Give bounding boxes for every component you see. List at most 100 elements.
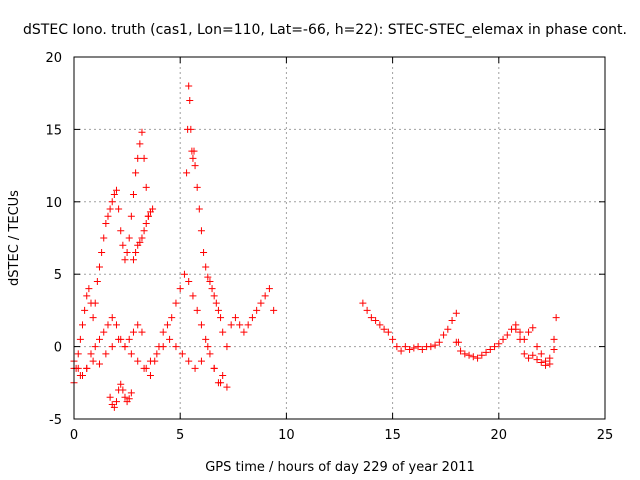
data-point xyxy=(185,82,193,90)
data-point xyxy=(119,241,127,249)
data-point xyxy=(486,345,494,353)
data-point xyxy=(546,354,554,362)
data-point xyxy=(435,338,443,346)
data-point xyxy=(187,125,195,133)
data-point xyxy=(102,350,110,358)
data-point xyxy=(74,350,82,358)
data-point xyxy=(76,335,84,343)
data-point xyxy=(129,328,137,336)
data-point xyxy=(119,386,127,394)
data-point xyxy=(89,357,97,365)
data-point xyxy=(457,347,465,355)
data-point xyxy=(138,128,146,136)
data-point xyxy=(491,343,499,351)
data-point xyxy=(108,198,116,206)
data-point xyxy=(542,361,550,369)
x-tick-label: 10 xyxy=(278,428,295,443)
data-point xyxy=(537,359,545,367)
data-point xyxy=(202,263,210,271)
data-point xyxy=(248,314,256,322)
series-4 xyxy=(183,82,227,336)
data-point xyxy=(214,306,222,314)
data-point xyxy=(134,154,142,162)
data-point xyxy=(178,350,186,358)
data-point xyxy=(461,350,469,358)
data-point xyxy=(202,335,210,343)
data-point xyxy=(265,285,273,293)
data-point xyxy=(410,344,418,352)
y-tick-label: 10 xyxy=(45,196,62,211)
x-tick-label: 15 xyxy=(384,428,401,443)
data-point xyxy=(104,212,112,220)
data-point xyxy=(93,277,101,285)
series-7 xyxy=(512,325,558,369)
data-point xyxy=(257,299,265,307)
data-point xyxy=(95,335,103,343)
data-point xyxy=(125,234,133,242)
data-point xyxy=(190,147,198,155)
data-point xyxy=(367,314,375,322)
data-point xyxy=(159,328,167,336)
data-point xyxy=(465,351,473,359)
data-point xyxy=(106,393,114,401)
data-point xyxy=(95,263,103,271)
data-point xyxy=(91,343,99,351)
data-point xyxy=(172,343,180,351)
data-point xyxy=(140,227,148,235)
data-point xyxy=(127,389,135,397)
x-axis-label: GPS time / hours of day 229 of year 2011 xyxy=(205,460,475,475)
data-point xyxy=(520,350,528,358)
data-point xyxy=(236,321,244,329)
data-point xyxy=(104,321,112,329)
data-point xyxy=(112,186,120,194)
data-point xyxy=(121,393,129,401)
data-point xyxy=(112,398,120,406)
data-point xyxy=(136,238,144,246)
data-point xyxy=(253,306,261,314)
data-point xyxy=(140,154,148,162)
data-point xyxy=(197,357,205,365)
data-point xyxy=(132,169,140,177)
data-point xyxy=(91,299,99,307)
data-point xyxy=(149,205,157,213)
data-point xyxy=(134,357,142,365)
data-point xyxy=(414,343,422,351)
data-point xyxy=(223,343,231,351)
data-point xyxy=(134,321,142,329)
data-point xyxy=(95,360,103,368)
plot-frame xyxy=(73,56,606,420)
data-point xyxy=(108,343,116,351)
series-1 xyxy=(106,205,157,411)
data-point xyxy=(537,350,545,358)
data-point xyxy=(146,357,154,365)
data-point xyxy=(121,343,129,351)
data-point xyxy=(427,343,435,351)
data-point xyxy=(87,350,95,358)
data-point xyxy=(140,364,148,372)
data-point xyxy=(478,351,486,359)
data-point xyxy=(189,154,197,162)
x-tick-labels: 0 5 10 15 20 25 xyxy=(70,428,613,443)
y-axis-label: dSTEC / TECUs xyxy=(7,190,22,286)
y-tick-label: -5 xyxy=(49,413,62,428)
data-point xyxy=(81,306,89,314)
data-point xyxy=(78,321,86,329)
axis-ticks xyxy=(73,56,606,420)
data-point xyxy=(474,354,482,362)
data-point xyxy=(499,335,507,343)
data-point xyxy=(106,205,114,213)
data-point xyxy=(389,335,397,343)
data-point xyxy=(529,351,537,359)
x-tick-label: 5 xyxy=(176,428,184,443)
data-point xyxy=(112,321,120,329)
data-point xyxy=(533,356,541,364)
data-point xyxy=(172,299,180,307)
data-point xyxy=(89,314,97,322)
data-point xyxy=(115,335,123,343)
data-point xyxy=(185,357,193,365)
data-point xyxy=(448,317,456,325)
data-point xyxy=(227,321,235,329)
data-point xyxy=(166,335,174,343)
